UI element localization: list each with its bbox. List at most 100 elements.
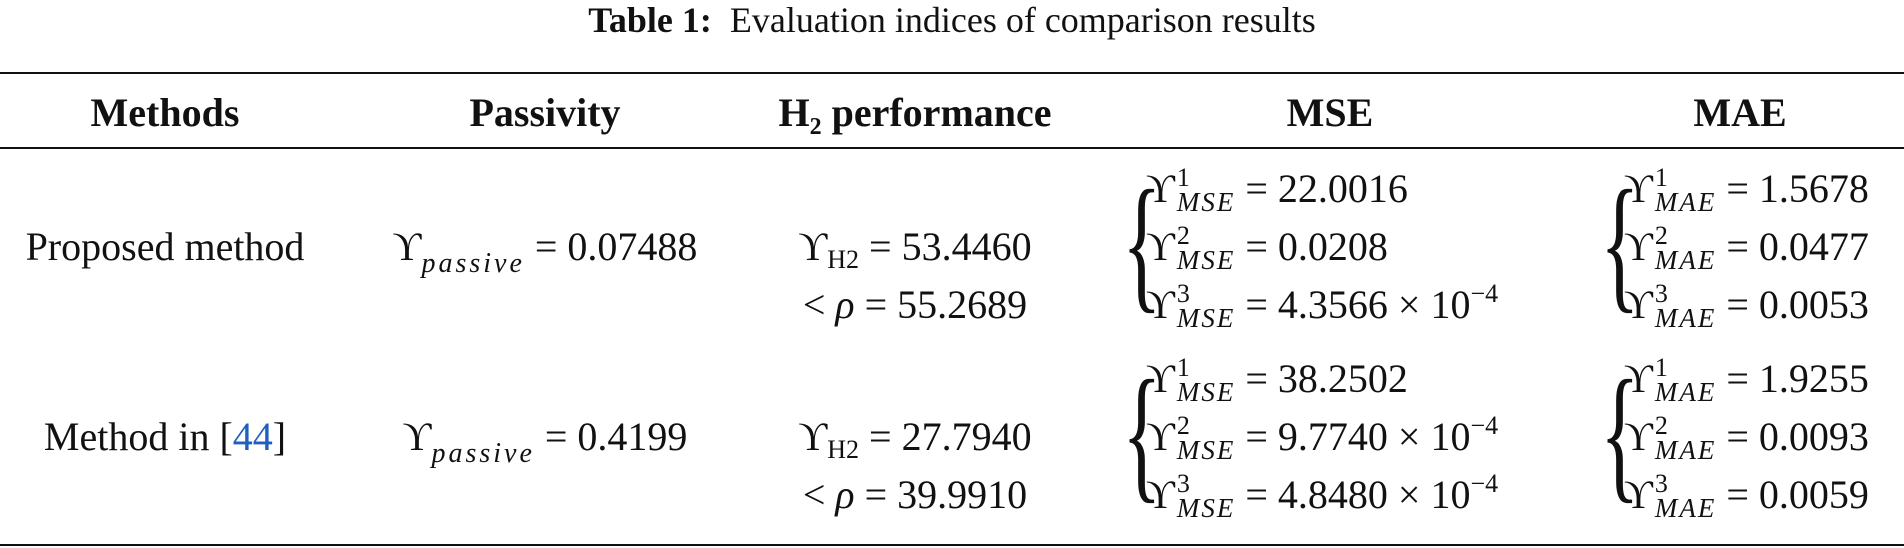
method-suffix: ] — [272, 414, 287, 459]
brace-symbol: { — [1122, 160, 1162, 326]
mae-subscript: MAE — [1654, 492, 1717, 523]
mse-subscript: MSE — [1176, 492, 1236, 523]
less-than-symbol: < — [802, 282, 826, 327]
upsilon-symbol: ϒ — [1146, 414, 1175, 459]
caption-text: Evaluation indices of comparison results — [729, 0, 1316, 40]
superscript: 2 — [1176, 410, 1190, 440]
h2-value-proposed: ϒH2 = 53.4460 — [740, 218, 1090, 276]
rho-value: = 55.2689 — [864, 282, 1028, 327]
superscript: 2 — [1654, 410, 1668, 440]
h2-subscript: 2 — [809, 114, 822, 140]
upsilon-symbol: ϒ — [1146, 166, 1175, 211]
superscript: 2 — [1176, 220, 1190, 250]
h2-suffix: performance — [821, 90, 1052, 135]
header-mae: MAE — [1693, 90, 1787, 135]
h2-value: = 27.7940 — [869, 414, 1032, 459]
mae-subscript: MAE — [1654, 302, 1717, 333]
h2-symbol-subscript: H2 — [827, 245, 860, 274]
mae-value: = 0.0477 — [1726, 224, 1869, 269]
h2-symbol-subscript: H2 — [827, 435, 860, 464]
mae-value: = 1.9255 — [1726, 356, 1869, 401]
superscript: 1 — [1654, 352, 1668, 382]
upsilon-symbol: ϒ — [1624, 414, 1653, 459]
upsilon-symbol: ϒ — [1624, 356, 1653, 401]
superscript: 1 — [1176, 162, 1190, 192]
mse-line-1: ϒ 1 MSE = 38.2502 — [1146, 350, 1408, 408]
passivity-value: = 0.4199 — [544, 414, 688, 459]
passivity-subscript: passive — [421, 248, 525, 279]
mse-subscript: MSE — [1176, 186, 1236, 217]
passivity-reference: ϒpassive = 0.4199 — [365, 408, 725, 469]
mae-value: = 1.5678 — [1726, 166, 1869, 211]
mae-group-proposed: { ϒ 1 MAE = 1.5678 ϒ 2 MAE = 0.0477 ϒ 3 MAE = … — [1600, 160, 1904, 340]
header-h2-performance: H2 performance — [740, 86, 1090, 140]
rho-symbol: ρ — [835, 282, 855, 327]
mse-line-1: ϒ 1 MSE = 22.0016 — [1146, 160, 1408, 218]
exponent: −4 — [1470, 279, 1499, 308]
brace-symbol: { — [1122, 350, 1162, 516]
h2-letter: H — [778, 90, 810, 135]
upsilon-symbol: ϒ — [1624, 224, 1653, 269]
mse-line-3: ϒ 3 MSE = 4.3566 × 10−4 — [1146, 276, 1498, 334]
citation-link[interactable]: 44 — [232, 414, 273, 459]
exponent: −4 — [1470, 411, 1499, 440]
mae-subscript: MAE — [1654, 186, 1717, 217]
superscript: 3 — [1654, 278, 1668, 308]
upsilon-symbol: ϒ — [798, 224, 828, 269]
mse-group-proposed: { ϒ 1 MSE = 22.0016 ϒ 2 MSE = 0.0208 ϒ 3 MSE =… — [1122, 160, 1542, 340]
superscript: 3 — [1654, 468, 1668, 498]
header-mse: MSE — [1286, 90, 1374, 135]
header-rule — [0, 147, 1904, 149]
passivity-value: = 0.07488 — [534, 224, 698, 269]
upsilon-symbol: ϒ — [1624, 472, 1653, 517]
mae-line-3: ϒ 3 MAE = 0.0059 — [1624, 466, 1869, 524]
superscript: 2 — [1654, 220, 1668, 250]
exponent: −4 — [1470, 469, 1499, 498]
mae-value: = 0.0059 — [1726, 472, 1869, 517]
h2-value: = 53.4460 — [869, 224, 1032, 269]
table-caption: Table 1: Evaluation indices of compariso… — [0, 0, 1904, 42]
mse-value: = 0.0208 — [1245, 224, 1388, 269]
mse-line-2: ϒ 2 MSE = 0.0208 — [1146, 218, 1388, 276]
superscript: 1 — [1176, 352, 1190, 382]
mse-value: = 4.3566 × 10 — [1245, 282, 1471, 327]
rho-value-proposed: < ρ = 55.2689 — [740, 276, 1090, 334]
upsilon-symbol: ϒ — [1624, 282, 1653, 327]
mse-subscript: MSE — [1176, 376, 1236, 407]
mae-line-1: ϒ 1 MAE = 1.9255 — [1624, 350, 1869, 408]
caption-label: Table 1: — [588, 0, 712, 40]
rho-value: = 39.9910 — [864, 472, 1028, 517]
upsilon-symbol: ϒ — [402, 414, 432, 459]
upsilon-symbol: ϒ — [392, 224, 422, 269]
mse-group-reference: { ϒ 1 MSE = 38.2502 ϒ 2 MSE = 9.7740 × 10−4 … — [1122, 350, 1542, 530]
h2-value-reference: ϒH2 = 27.7940 — [740, 408, 1090, 466]
header-passivity: Passivity — [469, 90, 621, 135]
upsilon-symbol: ϒ — [798, 414, 828, 459]
mse-value: = 4.8480 × 10 — [1245, 472, 1471, 517]
brace-symbol: { — [1600, 160, 1640, 326]
mae-subscript: MAE — [1654, 376, 1717, 407]
method-prefix: Method in [ — [43, 414, 233, 459]
mae-group-reference: { ϒ 1 MAE = 1.9255 ϒ 2 MAE = 0.0093 ϒ 3 MAE = … — [1600, 350, 1904, 530]
method-reference: Method in [44] — [0, 408, 330, 466]
mae-subscript: MAE — [1654, 434, 1717, 465]
mse-subscript: MSE — [1176, 302, 1236, 333]
mae-value: = 0.0053 — [1726, 282, 1869, 327]
bottom-rule — [0, 544, 1904, 546]
mae-line-3: ϒ 3 MAE = 0.0053 — [1624, 276, 1869, 334]
upsilon-symbol: ϒ — [1146, 356, 1175, 401]
mae-value: = 0.0093 — [1726, 414, 1869, 459]
header-methods: Methods — [90, 90, 240, 135]
mae-line-1: ϒ 1 MAE = 1.5678 — [1624, 160, 1869, 218]
mse-subscript: MSE — [1176, 434, 1236, 465]
rho-symbol: ρ — [835, 472, 855, 517]
upsilon-symbol: ϒ — [1146, 472, 1175, 517]
mse-line-3: ϒ 3 MSE = 4.8480 × 10−4 — [1146, 466, 1498, 524]
brace-symbol: { — [1600, 350, 1640, 516]
upsilon-symbol: ϒ — [1624, 166, 1653, 211]
less-than-symbol: < — [802, 472, 826, 517]
upsilon-symbol: ϒ — [1146, 282, 1175, 327]
mse-subscript: MSE — [1176, 244, 1236, 275]
superscript: 3 — [1176, 468, 1190, 498]
mse-value: = 38.2502 — [1245, 356, 1408, 401]
